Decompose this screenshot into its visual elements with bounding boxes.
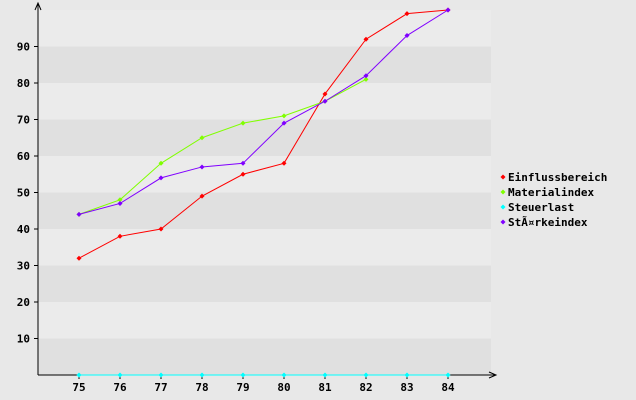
x-tick-label: 80 (277, 381, 290, 394)
data-point (322, 98, 328, 104)
data-point (281, 372, 287, 378)
y-tick-label: 70 (17, 114, 30, 127)
x-tick-label: 77 (154, 381, 167, 394)
x-tick-label: 81 (318, 381, 332, 394)
legend-label: Einflussbereich (508, 171, 607, 184)
series-line (78, 9, 449, 259)
data-point (76, 255, 82, 261)
grid-band (38, 46, 491, 83)
y-axis-arrow (34, 1, 42, 11)
data-point (240, 171, 246, 177)
data-point (363, 372, 369, 378)
data-point (404, 11, 410, 17)
data-point (199, 164, 205, 170)
legend-label: Materialindex (508, 186, 594, 199)
data-point (158, 226, 164, 232)
data-point (363, 36, 369, 42)
data-point (240, 120, 246, 126)
y-tick-label: 60 (17, 150, 30, 163)
data-point (281, 160, 287, 166)
grid-band (38, 265, 491, 302)
data-point (199, 372, 205, 378)
x-tick-label: 75 (72, 381, 85, 394)
data-point (158, 175, 164, 181)
data-point (117, 200, 123, 206)
legend-marker (500, 174, 506, 180)
plot-background (38, 10, 491, 375)
x-tick-label: 79 (236, 381, 249, 394)
legend-marker (500, 204, 506, 210)
data-point (158, 160, 164, 166)
x-tick-label: 82 (359, 381, 372, 394)
data-point (445, 372, 451, 378)
data-point (117, 372, 123, 378)
series-2 (76, 372, 451, 378)
legend-marker (500, 219, 506, 225)
data-point (322, 372, 328, 378)
data-point (199, 135, 205, 141)
data-point (117, 233, 123, 239)
data-point (363, 76, 369, 82)
x-tick-label: 78 (195, 381, 208, 394)
data-point (117, 197, 123, 203)
x-tick-label: 84 (441, 381, 455, 394)
grid-band (38, 156, 491, 193)
data-point (404, 33, 410, 39)
data-point (199, 193, 205, 199)
data-point (281, 113, 287, 119)
series-1 (76, 76, 369, 217)
grid-band (38, 302, 491, 339)
y-tick-label: 50 (17, 187, 30, 200)
series-line (78, 9, 449, 215)
grid-band (38, 338, 491, 375)
data-point (240, 372, 246, 378)
series-3 (76, 7, 451, 217)
data-point (281, 120, 287, 126)
data-point (404, 372, 410, 378)
series-layer (76, 7, 451, 378)
data-point (322, 91, 328, 97)
x-tick-label: 76 (113, 381, 127, 394)
x-axis-arrow (488, 371, 498, 379)
series-0 (76, 7, 451, 261)
y-tick-label: 40 (17, 223, 30, 236)
legend: Einflussbereich Materialindex Steuerlast St… (500, 171, 607, 229)
data-point (76, 372, 82, 378)
x-tick-label: 83 (400, 381, 413, 394)
data-point (240, 160, 246, 166)
grid-band (38, 83, 491, 120)
legend-marker (500, 189, 506, 195)
data-point (445, 7, 451, 13)
grid-band (38, 119, 491, 156)
legend-label: Steuerlast (508, 201, 574, 214)
data-point (363, 73, 369, 79)
grid-band (38, 10, 491, 47)
data-point (158, 372, 164, 378)
y-tick-label: 80 (17, 77, 30, 90)
y-axis-ticks: 10 20 30 40 50 60 70 80 90 (17, 41, 38, 346)
grid-band (38, 192, 491, 229)
grid-band (38, 229, 491, 266)
x-axis-ticks: 75 76 77 78 79 80 81 82 83 84 (72, 375, 455, 394)
legend-label: StÃ¤rkeindex (508, 216, 588, 229)
y-tick-label: 90 (17, 41, 30, 54)
y-tick-label: 20 (17, 296, 30, 309)
y-tick-label: 10 (17, 333, 30, 346)
data-point (76, 211, 82, 217)
y-tick-label: 30 (17, 260, 30, 273)
series-line (78, 78, 367, 215)
